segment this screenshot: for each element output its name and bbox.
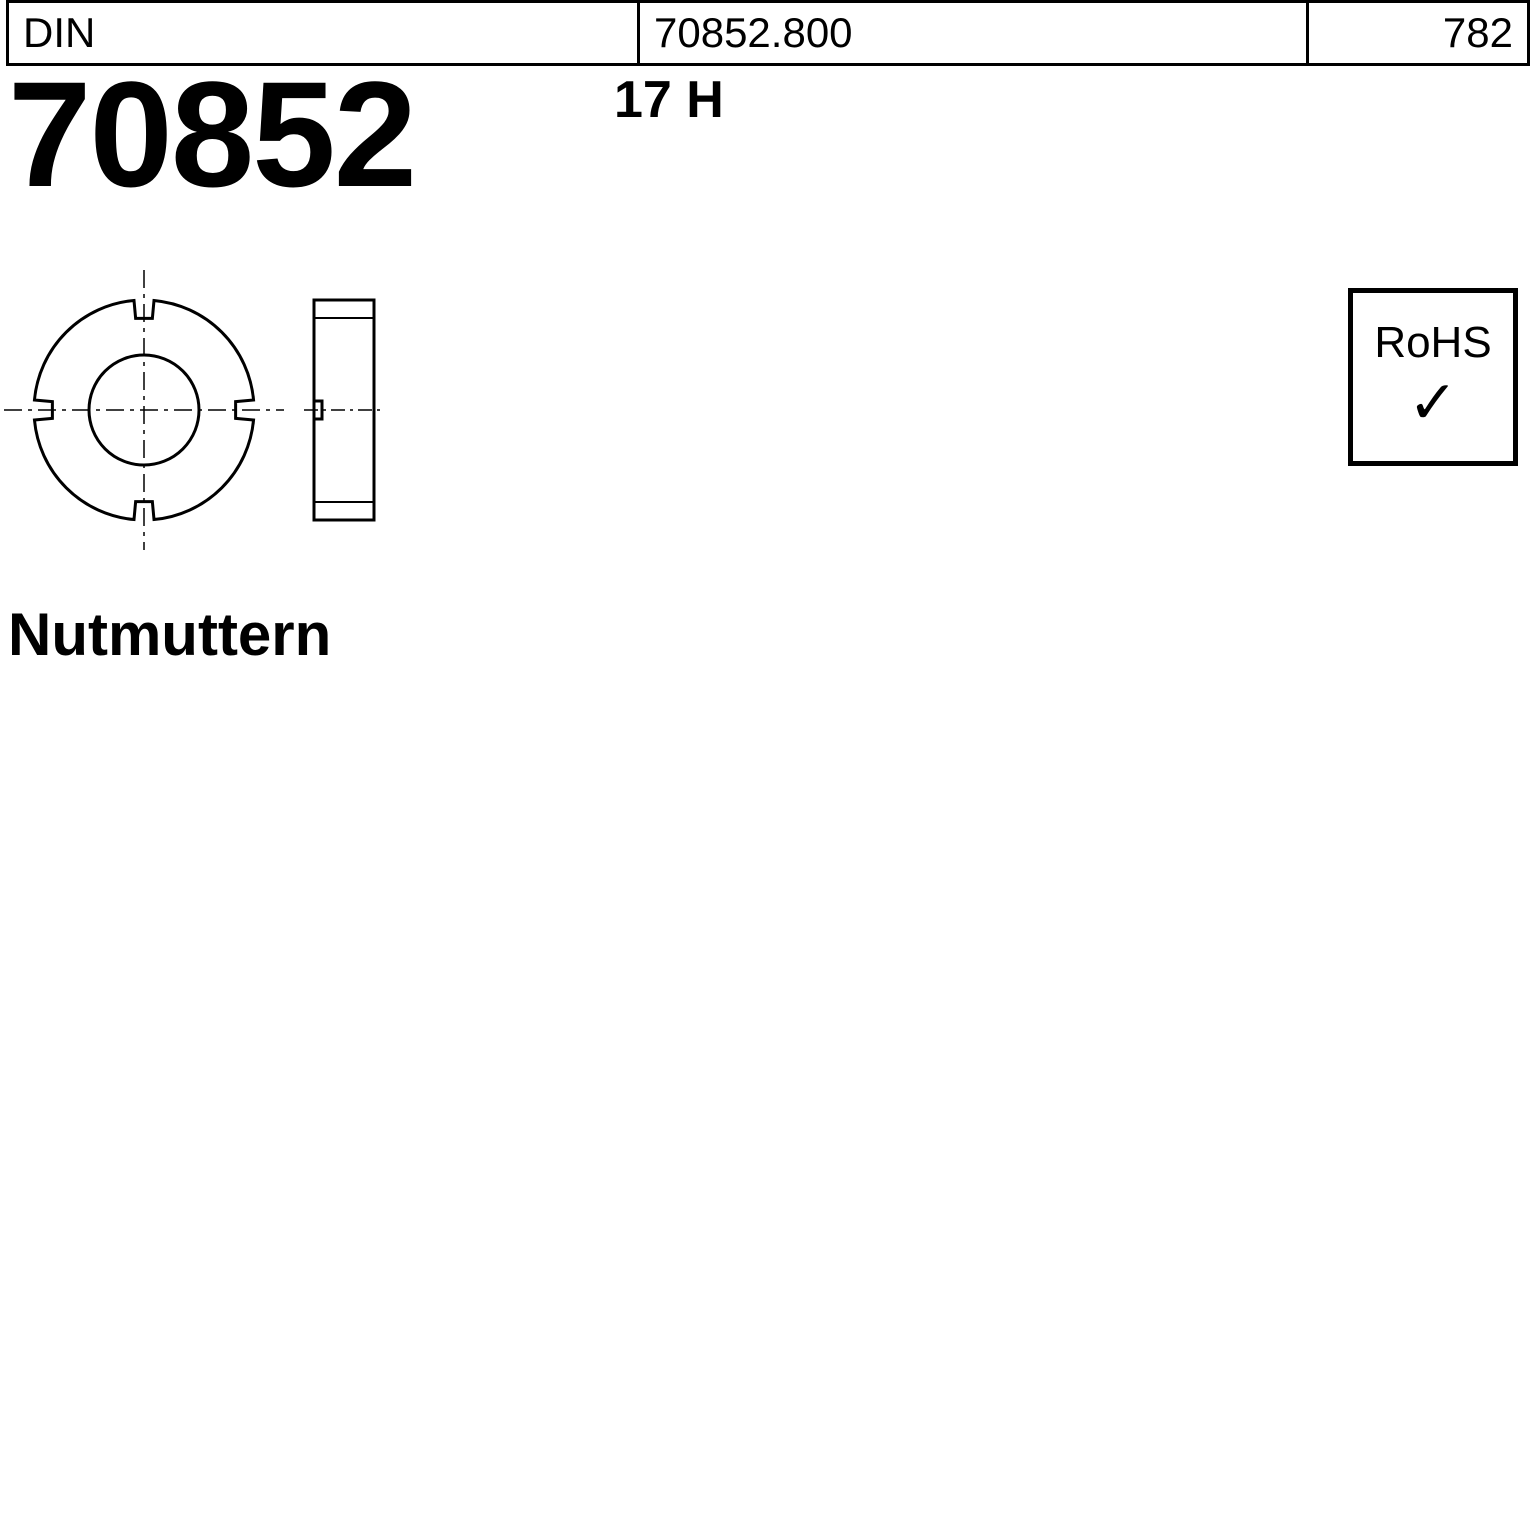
technical-drawing	[4, 260, 484, 560]
product-name: Nutmuttern	[8, 600, 331, 669]
rohs-check-icon: ✓	[1408, 373, 1458, 433]
standard-number: 70852	[8, 52, 415, 217]
material-spec: 17 H	[614, 70, 724, 130]
rohs-label: RoHS	[1374, 321, 1491, 365]
header-cell-partno: 70852.800	[640, 3, 1309, 63]
rohs-badge: RoHS ✓	[1348, 288, 1518, 466]
header-cell-code: 782	[1309, 3, 1527, 63]
